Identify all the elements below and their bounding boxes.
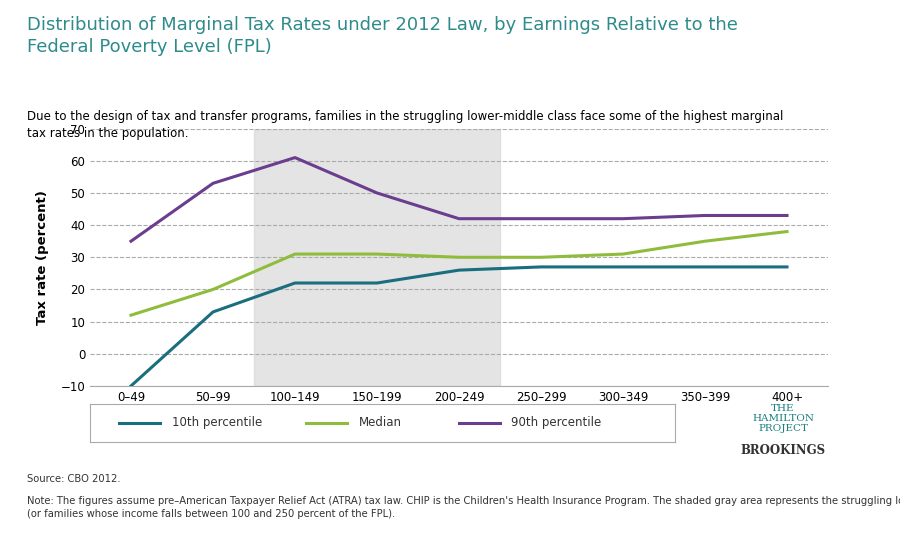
10th percentile xyxy=(699,264,710,270)
10th percentile xyxy=(454,267,464,273)
90th percentile xyxy=(290,154,301,161)
90th percentile xyxy=(208,180,219,187)
Y-axis label: Tax rate (percent): Tax rate (percent) xyxy=(36,190,50,325)
Text: Median: Median xyxy=(359,416,402,429)
Text: THE
HAMILTON
PROJECT: THE HAMILTON PROJECT xyxy=(752,404,814,434)
90th percentile xyxy=(454,215,464,222)
Text: Due to the design of tax and transfer programs, families in the struggling lower: Due to the design of tax and transfer pr… xyxy=(27,110,783,140)
90th percentile xyxy=(617,215,628,222)
Median xyxy=(126,312,137,318)
10th percentile xyxy=(208,309,219,315)
Median xyxy=(454,254,464,260)
10th percentile xyxy=(372,280,382,286)
Median xyxy=(208,286,219,293)
Text: Distribution of Marginal Tax Rates under 2012 Law, by Earnings Relative to the
F: Distribution of Marginal Tax Rates under… xyxy=(27,16,738,56)
Median xyxy=(372,251,382,257)
Line: Median: Median xyxy=(131,232,787,315)
Median xyxy=(290,251,301,257)
Median xyxy=(781,228,792,235)
Text: Source: CBO 2012.: Source: CBO 2012. xyxy=(27,474,121,485)
Line: 90th percentile: 90th percentile xyxy=(131,158,787,241)
10th percentile xyxy=(617,264,628,270)
Median xyxy=(699,238,710,244)
Median xyxy=(536,254,546,260)
Line: 10th percentile: 10th percentile xyxy=(131,267,787,386)
10th percentile xyxy=(290,280,301,286)
Text: Note: The figures assume pre–American Taxpayer Relief Act (ATRA) tax law. CHIP i: Note: The figures assume pre–American Ta… xyxy=(27,496,900,519)
Text: 90th percentile: 90th percentile xyxy=(511,416,601,429)
90th percentile xyxy=(781,212,792,219)
90th percentile xyxy=(372,190,382,196)
10th percentile xyxy=(126,383,137,389)
Bar xyxy=(254,129,500,386)
Text: BROOKINGS: BROOKINGS xyxy=(741,444,825,457)
90th percentile xyxy=(536,215,546,222)
Text: 10th percentile: 10th percentile xyxy=(172,416,262,429)
90th percentile xyxy=(699,212,710,219)
X-axis label: Earnings relative to FPL (percent): Earnings relative to FPL (percent) xyxy=(332,412,586,425)
10th percentile xyxy=(536,264,546,270)
Median xyxy=(617,251,628,257)
90th percentile xyxy=(126,238,137,244)
10th percentile xyxy=(781,264,792,270)
